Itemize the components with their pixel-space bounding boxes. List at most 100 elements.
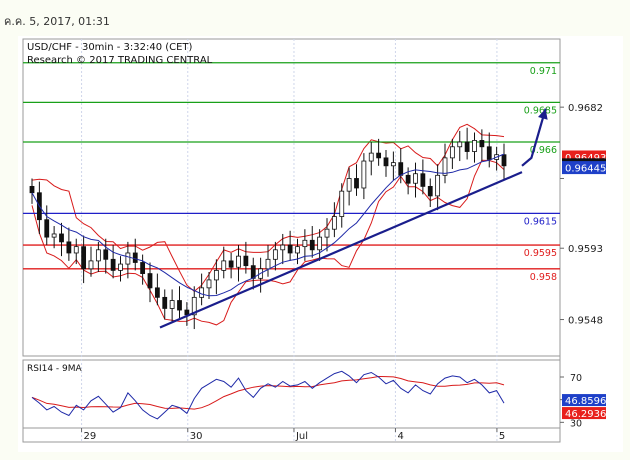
candle-body [317,236,323,251]
candle-body [449,146,455,159]
candle-body [81,246,87,270]
candle-body [228,260,234,268]
moving-average-line [31,153,505,297]
candle-body [368,152,374,162]
candle-body [376,152,382,159]
candle-body [309,239,315,251]
candle-body [140,262,146,274]
candle-body [221,260,227,271]
candle-body [184,309,190,316]
y-tick-label: 0.9593 [568,244,603,255]
candle-body [118,263,123,271]
rsi-ma-line [31,375,505,410]
candle-body [88,260,94,270]
candle-body [125,252,131,265]
level-label: 0.9685 [524,105,557,116]
page-header: ค.ค. 5, 2017, 01:31 [0,0,630,32]
rsi-ma-value-label: 46.2936 [565,409,606,420]
timestamp-text: ค.ค. 5, 2017, 01:31 [4,15,110,28]
y-tick-label: 0.9682 [568,103,603,114]
level-label: 0.9615 [524,216,557,227]
rsi-value-label: 46.8596 [565,396,606,407]
candle-body [442,157,448,176]
rsi-label: RSI14 - 9MA [27,364,83,374]
candle-body [206,279,212,289]
candle-body [390,162,396,167]
candle-body [213,270,219,281]
price-tag-label: 0.96445 [565,164,606,175]
candle-body [413,173,418,184]
candle-body [405,174,411,184]
level-label: 0.9595 [524,248,557,259]
candle-body [427,186,433,197]
candle-body [191,296,197,316]
candle-body [486,146,492,160]
candle-body [354,178,359,189]
rsi-tick-label: 30 [570,418,582,429]
x-axis-band [22,427,561,443]
chart-subtitle: Research © 2017 TRADING CENTRAL [27,55,213,66]
candle-body [339,190,345,217]
level-label: 0.958 [530,272,557,283]
candle-body [73,246,79,254]
candle-body [177,300,182,311]
candle-body [280,244,286,251]
candle-body [265,258,271,270]
candle-body [383,157,389,167]
y-tick-label: 0.9548 [568,316,603,327]
x-tick-label: 30 [190,431,203,442]
candle-body [287,244,293,254]
candle-body [435,174,441,197]
level-label: 0.966 [530,145,557,156]
candle-body [457,141,463,148]
chart-title: USD/CHF - 30min - 3:32:40 (CET) [27,42,193,53]
candle-body [154,287,160,298]
trendline [159,171,523,329]
candle-body [472,140,477,152]
x-tick-label: Jul [295,431,308,442]
x-tick-label: 5 [499,431,505,442]
candle-body [29,186,35,194]
candle-body [51,233,57,238]
candle-body [162,296,168,309]
candle-body [169,300,175,309]
candle-body [346,178,352,192]
candle-body [44,219,50,238]
rsi-tick-label: 70 [570,373,582,384]
level-label: 0.971 [530,66,557,77]
candle-body [464,141,470,152]
candle-body [331,216,337,230]
rsi-panel [22,359,561,429]
x-tick-label: 4 [397,431,403,442]
candle-body [324,228,330,238]
candle-body [59,233,64,243]
candle-body [243,255,249,267]
candle-body [199,287,205,298]
candle-body [501,154,507,167]
candle-body [132,252,138,263]
candle-body [398,162,404,176]
rsi-value-tag [562,394,606,407]
candle-body [272,249,278,260]
candle-body [66,241,72,254]
candle-body [361,160,367,189]
candle-body [236,255,241,268]
projection-line [521,108,547,167]
candle-body [479,140,485,148]
candle-body [295,246,300,254]
rsi-ma-value-tag [562,407,606,420]
candle-body [95,249,101,262]
candle-body [103,249,109,260]
x-tick-label: 29 [84,431,97,442]
price-panel [22,38,561,357]
candle-body [147,273,153,289]
price-tag [562,161,606,175]
candle-body [420,173,426,187]
candle-body [110,258,116,271]
candle-body [302,239,308,248]
projection-arrowhead [538,108,548,120]
candle-body [250,265,256,279]
rsi-line [31,370,505,420]
